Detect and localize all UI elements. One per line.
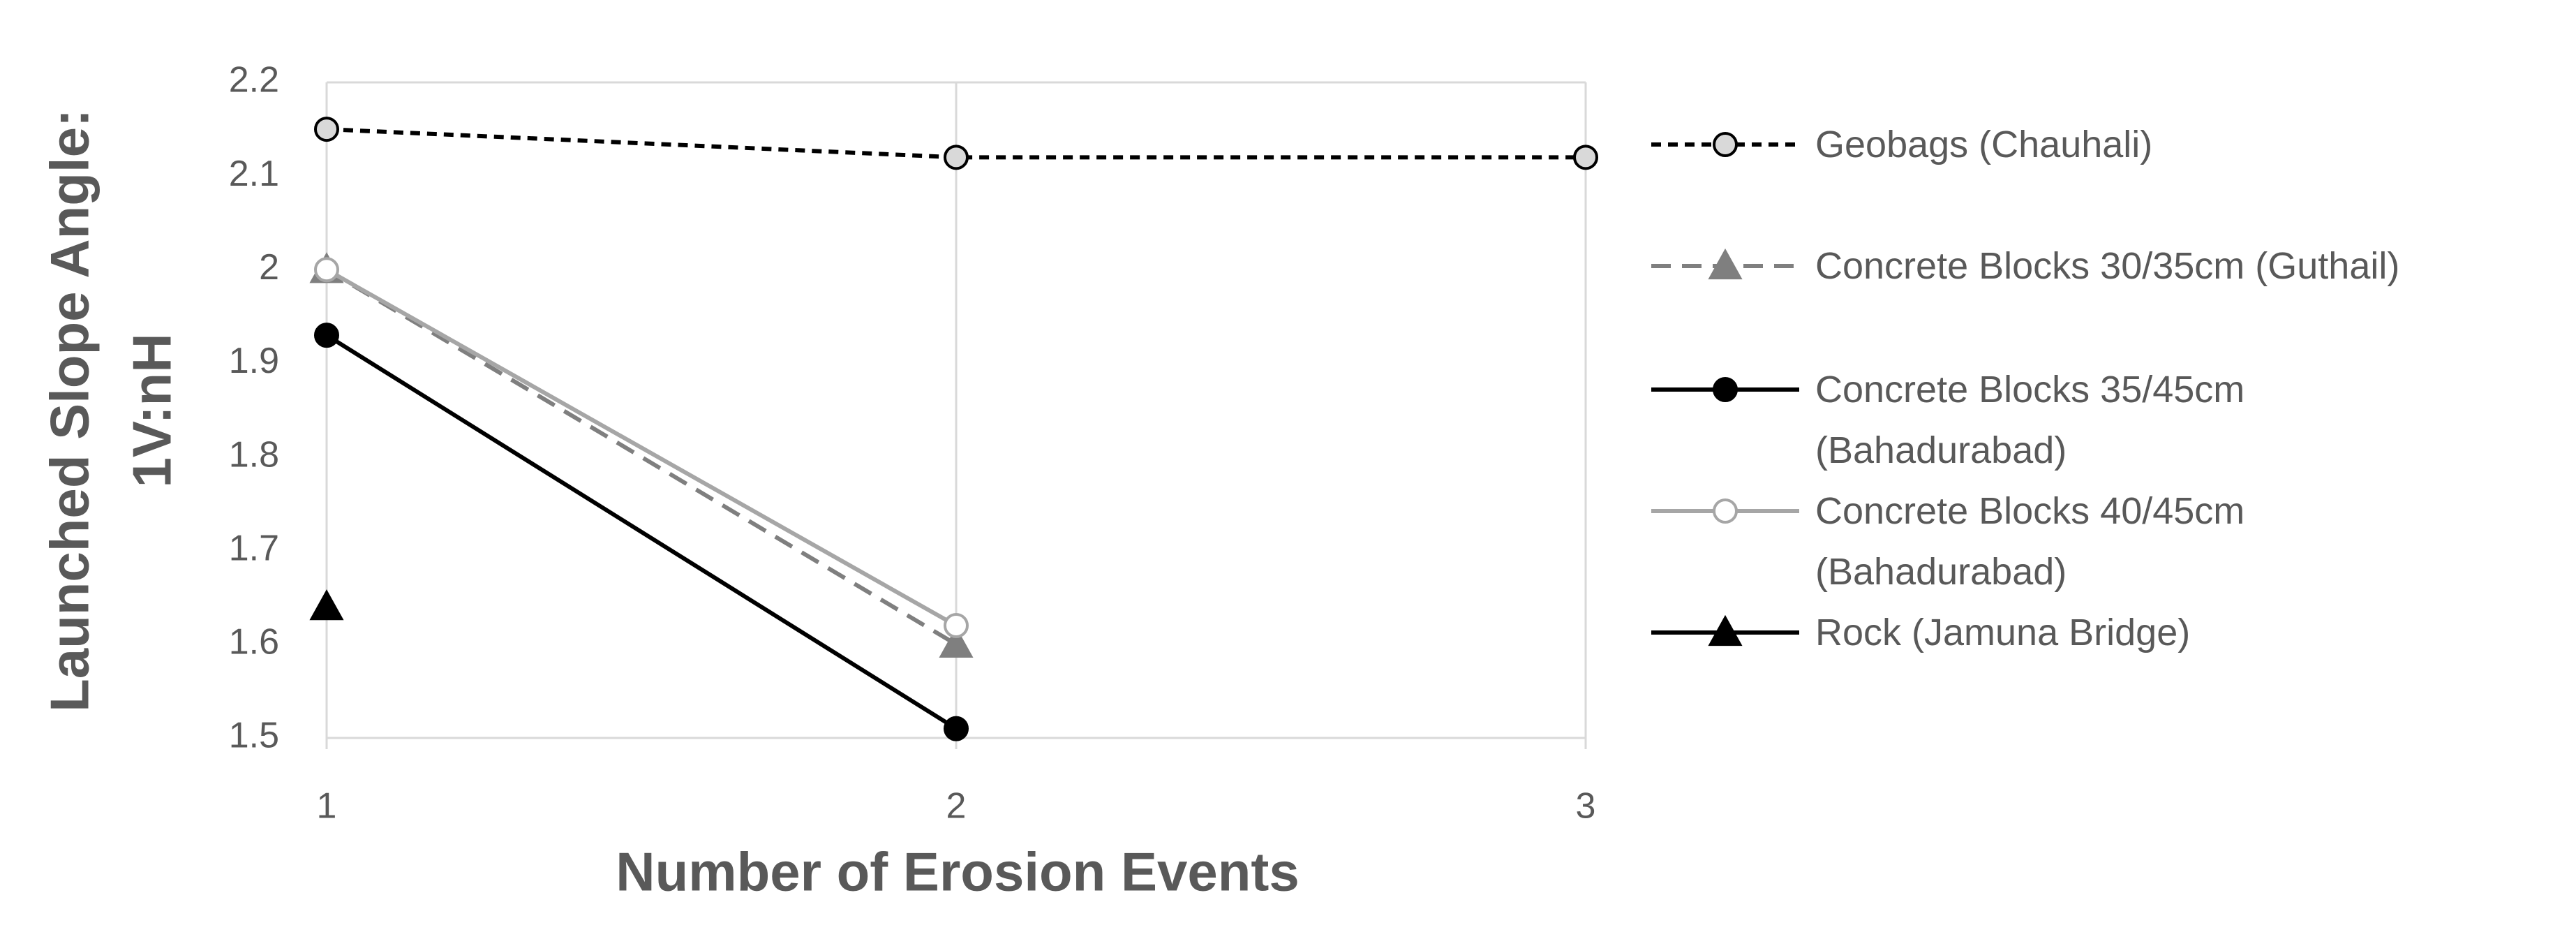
- marker: [314, 323, 339, 348]
- y-axis-title: 1V:nH: [121, 333, 183, 487]
- y-tick-label: 1.9: [229, 341, 279, 381]
- x-tick-label: 3: [1576, 786, 1596, 827]
- series-line: [325, 333, 958, 731]
- series-line: [325, 267, 958, 646]
- legend-marker: [1713, 498, 1738, 524]
- marker: [944, 145, 969, 170]
- legend-marker: [1713, 377, 1738, 402]
- y-tick-label: 1.8: [229, 434, 279, 475]
- y-tick-label: 2: [259, 247, 279, 288]
- legend-marker: [1708, 248, 1743, 280]
- series-line: [325, 267, 958, 628]
- y-tick-label: 1.7: [229, 528, 279, 568]
- y-axis-title: Launched Slope Angle:: [39, 109, 100, 712]
- marker: [1573, 145, 1598, 170]
- marker: [314, 257, 339, 283]
- legend-label: Geobags (Chauhali): [1815, 124, 2153, 165]
- legend-marker: [1713, 132, 1738, 157]
- legend-label: Rock (Jamuna Bridge): [1815, 612, 2191, 653]
- marker: [944, 716, 969, 741]
- x-tick-label: 1: [317, 786, 337, 827]
- y-tick-label: 1.5: [229, 716, 279, 756]
- legend-label: Concrete Blocks 35/45cm (Bahadurabad): [1815, 369, 2245, 471]
- x-axis-title: Number of Erosion Events: [616, 841, 1300, 903]
- y-tick-label: 2.1: [229, 154, 279, 194]
- legend-label: Concrete Blocks 30/35cm (Guthail): [1815, 245, 2400, 287]
- marker: [309, 589, 344, 621]
- series-line: [326, 127, 1586, 160]
- marker: [939, 626, 974, 658]
- x-tick-label: 2: [946, 786, 967, 827]
- marker: [944, 613, 969, 639]
- legend-marker: [1708, 614, 1743, 646]
- marker: [314, 117, 339, 142]
- y-tick-label: 1.6: [229, 622, 279, 663]
- legend-label: Concrete Blocks 40/45cm (Bahadurabad): [1815, 490, 2245, 593]
- y-tick-label: 2.2: [229, 60, 279, 101]
